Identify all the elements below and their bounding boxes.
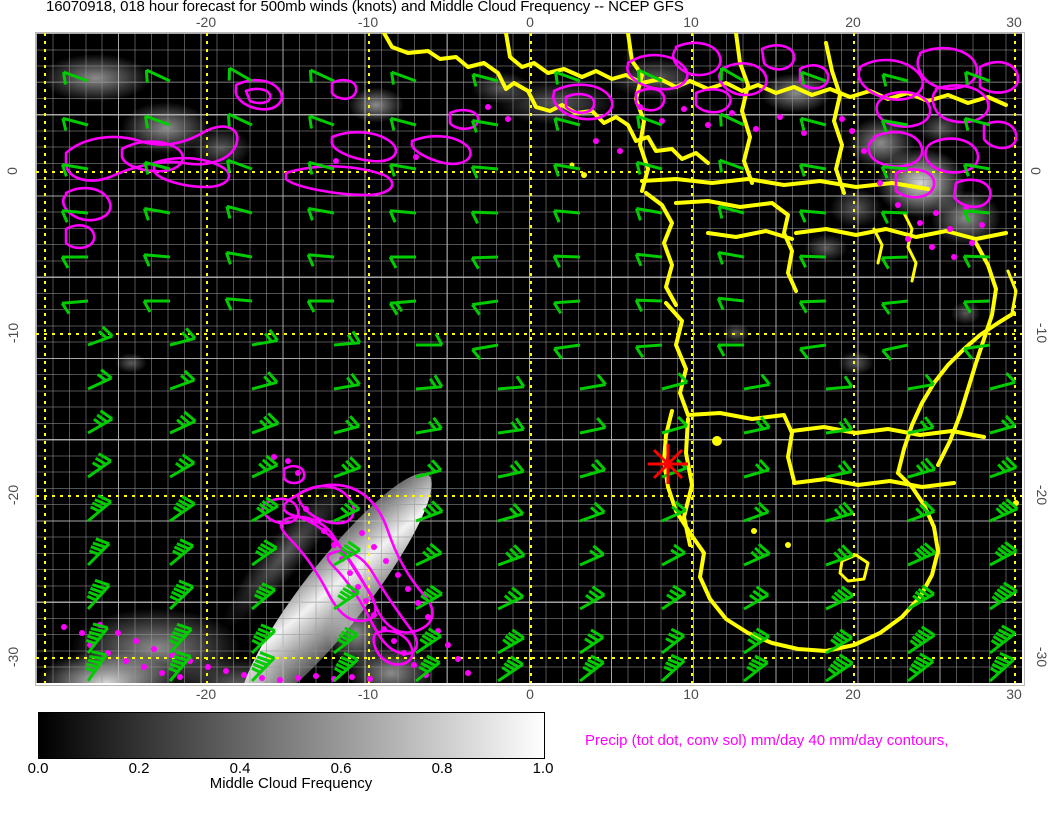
xtick-bottom-4: 20 — [845, 686, 861, 702]
gridline-lon-10 — [691, 33, 693, 683]
ytick-right-3: -30 — [1034, 646, 1051, 668]
ytick-left-2: -20 — [5, 484, 22, 506]
colorbar-tick-3: 0.6 — [330, 760, 352, 777]
colorbar-tick-5: 1.0 — [532, 760, 554, 777]
xtick-top-3: 10 — [683, 14, 699, 30]
colorbar-tick-2: 0.4 — [229, 760, 251, 777]
station-marker[interactable] — [643, 439, 693, 489]
precip-legend: Precip (tot dot, conv sol) mm/day 40 mm/… — [585, 732, 949, 749]
gridline-lat--20 — [36, 495, 1022, 497]
gridline-lat-0 — [36, 171, 1022, 173]
colorbar-label: Middle Cloud Frequency — [209, 775, 373, 792]
xtick-top-4: 20 — [845, 14, 861, 30]
xtick-bottom-5: 30 — [1006, 686, 1022, 702]
xtick-bottom-1: -10 — [357, 686, 379, 702]
forecast-map[interactable] — [36, 33, 1022, 683]
precip-layer — [61, 41, 1020, 683]
xtick-bottom-3: 10 — [683, 686, 699, 702]
xtick-top-5: 30 — [1006, 14, 1022, 30]
wind-barbs-layer — [58, 66, 1019, 683]
gridline-lon--10 — [368, 33, 370, 683]
colorbar-tick-0: 0.0 — [27, 760, 49, 777]
xtick-top-0: -20 — [195, 14, 217, 30]
ytick-left-0: 0 — [3, 167, 20, 175]
gridline-lat--10 — [36, 333, 1022, 335]
gridline-lat--30 — [36, 657, 1022, 659]
gridline-lon--20 — [44, 33, 46, 683]
xtick-bottom-0: -20 — [195, 686, 217, 702]
map-canvas[interactable] — [36, 33, 1022, 683]
gridline-lon--20b — [206, 33, 208, 683]
xtick-top-1: -10 — [357, 14, 379, 30]
colorbar-tick-1: 0.2 — [128, 760, 150, 777]
ytick-right-0: 0 — [1027, 167, 1044, 175]
colorbar-tick-4: 0.8 — [431, 760, 453, 777]
gridline-lon-30 — [1014, 33, 1016, 683]
ytick-left-1: -10 — [5, 322, 22, 344]
gridline-lon-20 — [853, 33, 855, 683]
colorbar[interactable] — [38, 712, 545, 759]
gridline-lon-0 — [530, 33, 532, 683]
ytick-right-2: -20 — [1034, 484, 1051, 506]
ytick-right-1: -10 — [1034, 322, 1051, 344]
xtick-bottom-2: 0 — [526, 686, 534, 702]
xtick-top-2: 0 — [526, 14, 534, 30]
page-title: 16070918, 018 hour forecast for 500mb wi… — [46, 0, 684, 15]
ytick-left-3: -30 — [5, 646, 22, 668]
